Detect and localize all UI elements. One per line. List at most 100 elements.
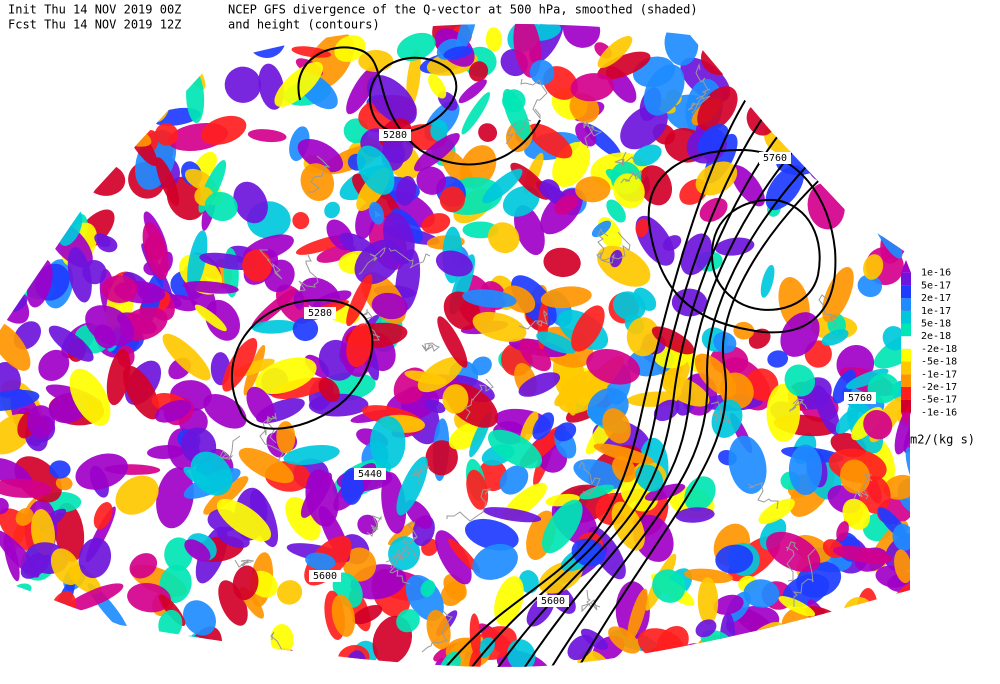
field-blob [204, 191, 238, 222]
contour-label-box [354, 468, 386, 480]
field-blob [832, 369, 856, 404]
field-blob [242, 249, 272, 282]
colorbar-swatch [901, 310, 911, 324]
map-subtitle: and height (contours) [228, 18, 380, 32]
coastline [687, 95, 711, 111]
field-blob [458, 79, 487, 104]
field-blob [291, 46, 332, 58]
field-blob [437, 316, 468, 368]
field-blob [417, 356, 464, 393]
contour-label-box [304, 307, 336, 319]
field-blob [464, 518, 519, 551]
field-blob [439, 186, 466, 213]
field-blob [472, 543, 518, 580]
field-blob [539, 179, 561, 200]
field-blob [331, 594, 356, 637]
field-blob [597, 51, 651, 80]
colorbar-label: 2e-18 [921, 331, 951, 342]
field-blob [575, 122, 597, 147]
colorbar-label: 1e-17 [921, 306, 951, 317]
coastline [219, 435, 241, 461]
field-blob [728, 435, 767, 494]
field-blob [358, 49, 394, 73]
coastline [583, 120, 603, 149]
field-blob [472, 311, 527, 342]
coastline [258, 249, 283, 280]
field-blob [277, 580, 303, 605]
coastline [421, 610, 453, 653]
field-blob [845, 368, 889, 389]
colorbar-label: 5e-17 [921, 280, 951, 291]
field-blob [606, 199, 626, 223]
field-blob [536, 331, 577, 354]
contour-label: 5600 [313, 571, 337, 582]
field-blob [270, 624, 294, 655]
field-blob [591, 220, 612, 238]
field-blob [478, 123, 498, 142]
field-blob [627, 588, 648, 642]
field-blob [324, 201, 340, 219]
field-blob [542, 499, 583, 554]
field-blob [476, 637, 495, 659]
field-blob [425, 440, 458, 476]
field-blob [760, 264, 775, 298]
field-blob [488, 222, 520, 254]
coastline [620, 169, 642, 184]
field-blob [430, 119, 448, 141]
colorbar-swatch [901, 272, 911, 286]
field-blob [579, 484, 615, 500]
colorbar-swatch [901, 387, 911, 400]
field-blob [788, 444, 823, 495]
contour-line [297, 46, 541, 166]
field-blob [200, 115, 247, 145]
field-blob [892, 523, 910, 551]
field-blob [184, 539, 211, 562]
field-blob [836, 521, 849, 542]
field-blob [106, 349, 131, 406]
field-blob [216, 498, 272, 542]
field-blob [26, 405, 56, 438]
field-blob [437, 651, 461, 667]
coastline [600, 231, 631, 264]
colorbar-label: 5e-18 [921, 319, 951, 330]
field-blob [482, 507, 542, 523]
field-blob [0, 478, 53, 498]
field-blob [203, 476, 249, 515]
field-blob [366, 75, 417, 125]
coastline [792, 548, 816, 607]
field-blob [162, 333, 211, 381]
field-blob [75, 453, 128, 490]
field-blob [414, 133, 460, 172]
init-time: Init Thu 14 NOV 2019 00Z [8, 3, 181, 17]
coastline [385, 554, 411, 585]
colorbar-label: 1e-16 [921, 268, 951, 279]
field-blob [395, 176, 417, 206]
field-blob [249, 489, 279, 548]
field-blob [55, 476, 73, 491]
field-blob [651, 326, 695, 355]
field-blob [93, 502, 113, 530]
field-blob [502, 185, 540, 217]
contour-line [419, 39, 801, 667]
field-blob [833, 545, 893, 564]
contour-line [230, 298, 374, 430]
field-blob [0, 321, 31, 371]
field-blob [633, 144, 662, 167]
coastline [464, 378, 494, 420]
field-blob [15, 507, 34, 526]
field-blob [381, 472, 407, 534]
field-blob [554, 194, 578, 215]
colorbar-swatch [901, 412, 911, 426]
field-blob [371, 292, 408, 320]
field-blob [575, 176, 611, 203]
field-blob [270, 377, 330, 400]
field-blob [597, 245, 651, 287]
coastline [518, 309, 548, 330]
colorbar-label: -1e-16 [921, 407, 957, 418]
field-blob [586, 348, 641, 385]
field-blob [767, 350, 789, 368]
field-blob [247, 129, 287, 143]
field-blob [529, 59, 555, 85]
coastline [388, 247, 431, 269]
